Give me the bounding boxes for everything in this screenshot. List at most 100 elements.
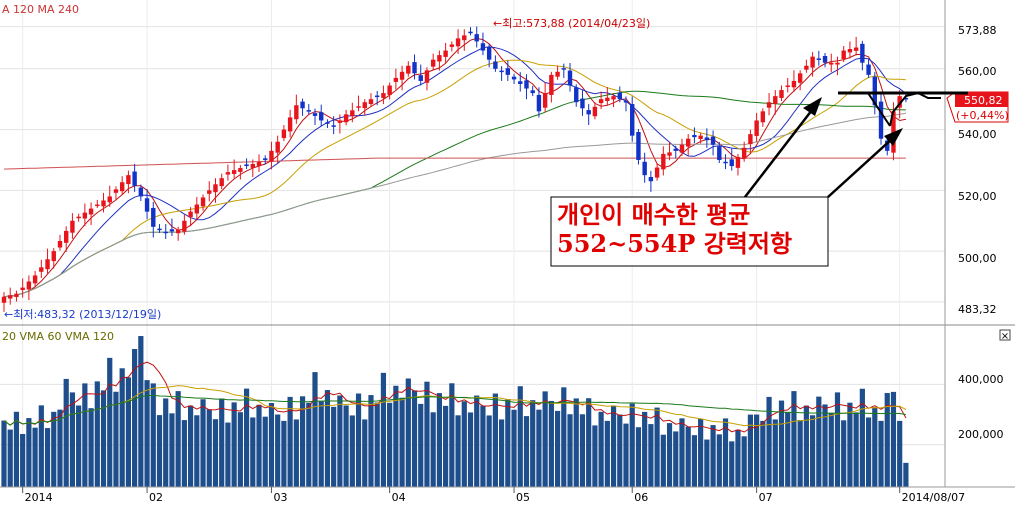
candle-body [586, 110, 591, 115]
volume-bar [287, 396, 293, 487]
volume-bar [722, 418, 729, 487]
candle-body [126, 175, 131, 185]
volume-bar [411, 390, 418, 487]
candle-body [822, 56, 828, 63]
volume-bar [492, 393, 498, 487]
volume-bar [474, 395, 480, 487]
candle-body [76, 216, 81, 219]
candle-body [468, 31, 473, 34]
candle-body [679, 144, 685, 153]
candle-body [250, 164, 255, 168]
volume-bar [125, 377, 131, 487]
candle-body [853, 47, 859, 51]
volume-bar [635, 427, 642, 487]
candle-body [872, 76, 877, 106]
candle-body [306, 110, 311, 112]
candle-body [505, 68, 511, 75]
moving-average-240-line [3, 157, 906, 170]
candle-body [723, 161, 728, 164]
volume-bar [816, 396, 822, 487]
volume-bar [741, 436, 747, 487]
volume-bar [822, 404, 828, 487]
candle-body [766, 102, 772, 108]
candle-body [387, 85, 392, 95]
volume-bar [44, 428, 51, 487]
volume-bar [430, 412, 436, 487]
volume-bar [343, 405, 349, 487]
candle-body [368, 99, 374, 105]
close-box[interactable] [999, 329, 1011, 341]
candle-body [847, 49, 853, 53]
candle-body [175, 229, 181, 234]
candle-body [188, 211, 193, 218]
moving-average-line [3, 37, 907, 298]
volume-bar [623, 423, 629, 487]
volume-bar [132, 349, 138, 487]
candle-body [611, 96, 616, 100]
resistance-connector-2 [889, 92, 919, 127]
volume-average-line [3, 394, 906, 426]
current-price: 550,82 [964, 94, 1003, 107]
candle-body [312, 113, 318, 116]
volume-bar [523, 416, 530, 487]
candle-body [567, 70, 573, 86]
resistance-connector [867, 92, 891, 127]
candle-body [779, 90, 784, 98]
volume-average-line [3, 361, 907, 433]
volume-bar [660, 434, 666, 487]
volume-bar [579, 414, 586, 487]
candle-body [474, 34, 479, 42]
volume-bar [82, 383, 88, 487]
candle-body [549, 74, 554, 95]
volume-bar [69, 392, 76, 487]
candle-body [362, 102, 367, 109]
candle-body [194, 204, 200, 214]
volume-bar [393, 385, 399, 487]
candle-body [107, 196, 112, 203]
candle-body [617, 92, 622, 100]
volume-bar [119, 368, 125, 487]
candles [1, 26, 909, 312]
volume-bar [878, 420, 884, 487]
candle-body [350, 110, 355, 117]
candle-body [891, 111, 896, 153]
volume-bar [554, 410, 561, 487]
candle-body [835, 62, 840, 65]
volume-bar [903, 462, 909, 487]
candle-body [213, 184, 218, 193]
candle-body [623, 101, 629, 103]
volume-bar [331, 406, 337, 487]
volume-bar [63, 378, 69, 487]
volume-bar [685, 426, 691, 487]
volume-bar [156, 415, 163, 487]
volume-bar [890, 391, 897, 487]
close-icon[interactable]: × [1001, 331, 1009, 342]
candle-body [399, 71, 405, 80]
candle-body [630, 104, 635, 136]
volume-bar [163, 398, 169, 487]
volume-bar [698, 418, 704, 487]
volume-bar [834, 392, 841, 487]
volume-bar [536, 409, 542, 487]
candle-body [132, 171, 137, 186]
volume-bar [542, 391, 548, 487]
volume-bar [573, 398, 579, 487]
volume-bar [716, 434, 722, 487]
volume-bar [374, 402, 380, 487]
volume-bar [113, 391, 119, 487]
volume-bar [803, 405, 809, 487]
candle-body [574, 87, 579, 103]
volume-bar [243, 388, 250, 487]
volume-bar [897, 420, 903, 487]
candle-body [542, 93, 548, 108]
candle-body [499, 70, 504, 73]
volume-bar [505, 399, 511, 487]
candle-body [536, 94, 542, 112]
volume-bar [51, 411, 57, 487]
candle-body [1, 296, 7, 303]
volume-bar [7, 429, 13, 487]
candle-body [418, 75, 423, 81]
candle-body [406, 65, 411, 74]
volume-bar [592, 425, 598, 487]
candle-body [57, 241, 63, 248]
